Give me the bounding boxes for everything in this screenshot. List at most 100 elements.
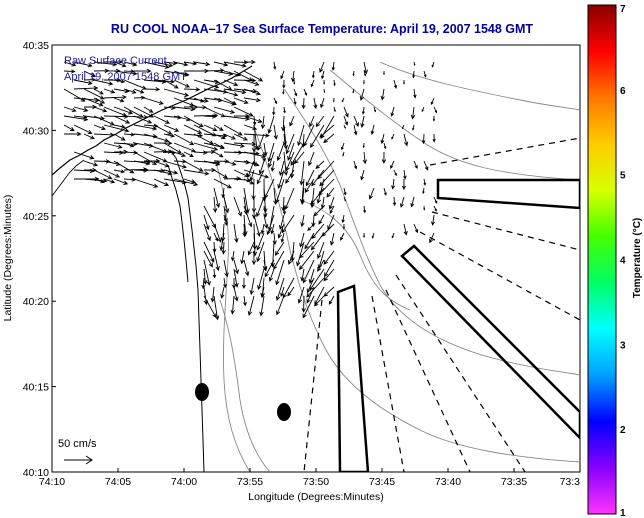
current-arrow xyxy=(313,295,325,307)
current-arrow xyxy=(212,268,217,279)
current-arrow xyxy=(310,187,325,206)
current-arrow xyxy=(210,286,215,303)
current-arrow xyxy=(173,142,197,153)
current-arrow xyxy=(294,151,305,165)
current-arrow xyxy=(83,88,105,100)
current-arrow xyxy=(243,133,270,138)
colorbar-tick-label: 6 xyxy=(620,86,626,97)
current-arrow xyxy=(410,106,416,120)
current-arrow xyxy=(280,286,285,298)
current-arrow xyxy=(251,133,257,153)
current-arrow xyxy=(233,196,242,217)
current-arrow xyxy=(103,142,123,149)
current-arrow xyxy=(332,97,335,103)
current-arrow xyxy=(243,259,250,277)
current-arrow xyxy=(123,88,137,94)
current-arrow xyxy=(173,133,195,145)
x-tick-label: 74:10 xyxy=(39,476,65,488)
current-arrow xyxy=(329,232,335,246)
current-arrow xyxy=(317,160,335,180)
legend-line-1: Raw Surface Current xyxy=(64,55,167,67)
current-arrow xyxy=(183,115,204,128)
current-arrow xyxy=(256,241,265,263)
current-arrow xyxy=(243,295,247,307)
current-arrow xyxy=(93,178,105,184)
current-arrow xyxy=(421,133,426,145)
current-arrow xyxy=(243,205,253,228)
current-arrow xyxy=(113,79,126,84)
chart-title: RU COOL NOAA–17 Sea Surface Temperature:… xyxy=(111,22,534,36)
current-arrow xyxy=(223,160,237,166)
current-arrow xyxy=(352,70,355,77)
current-arrow xyxy=(321,70,325,80)
current-arrow xyxy=(413,61,416,67)
current-arrow xyxy=(123,69,136,74)
current-arrow xyxy=(317,259,325,272)
current-arrow xyxy=(342,151,345,157)
y-tick-label: 40:15 xyxy=(23,382,49,394)
current-arrow xyxy=(319,124,335,138)
current-arrow xyxy=(243,88,261,96)
current-arrow xyxy=(276,142,285,162)
current-arrow xyxy=(402,80,406,85)
current-arrow xyxy=(93,106,108,113)
current-arrow xyxy=(153,140,173,146)
current-arrow xyxy=(213,61,229,67)
current-arrow xyxy=(241,277,246,289)
scale-arrow xyxy=(64,455,93,465)
current-arrow xyxy=(289,115,295,127)
y-tick-label: 40:25 xyxy=(23,211,49,223)
current-arrow xyxy=(153,61,174,68)
current-arrow xyxy=(133,178,159,188)
current-arrow xyxy=(193,79,220,89)
current-arrow xyxy=(323,268,335,282)
current-arrow xyxy=(363,232,366,239)
current-arrow xyxy=(243,70,264,82)
current-arrow xyxy=(392,196,397,207)
current-arrow xyxy=(193,61,211,67)
current-arrow xyxy=(203,214,210,231)
current-arrow xyxy=(320,97,325,109)
current-arrow xyxy=(306,286,315,304)
current-arrow xyxy=(113,133,126,141)
current-arrow xyxy=(257,268,265,291)
current-arrow xyxy=(113,115,131,124)
current-arrow xyxy=(73,124,93,135)
current-arrow xyxy=(281,214,295,234)
current-arrow xyxy=(309,115,315,128)
x-axis-label: Longitude (Degrees:Minutes) xyxy=(248,491,383,503)
current-arrow xyxy=(308,268,315,284)
current-arrow xyxy=(353,124,358,136)
current-arrow xyxy=(319,61,325,73)
current-arrow xyxy=(163,160,187,169)
current-arrow xyxy=(272,232,277,246)
current-arrow xyxy=(410,196,415,208)
current-arrow xyxy=(273,187,278,206)
current-arrow xyxy=(63,69,76,74)
current-arrow xyxy=(183,151,194,157)
current-arrow xyxy=(403,133,409,147)
current-arrow xyxy=(276,295,285,316)
current-arrow xyxy=(360,115,365,128)
x-tick-label: 73:35 xyxy=(501,476,527,488)
current-arrow xyxy=(380,88,385,101)
x-tick-label: 73:40 xyxy=(435,476,461,488)
current-arrow xyxy=(343,115,349,126)
current-arrow xyxy=(282,88,285,95)
current-arrow xyxy=(283,124,289,150)
current-arrow xyxy=(353,160,358,170)
site-marker xyxy=(277,403,291,421)
current-arrow xyxy=(173,70,189,77)
current-arrow xyxy=(93,124,107,131)
current-arrow xyxy=(221,187,226,199)
current-arrow xyxy=(304,178,315,194)
current-arrow xyxy=(278,160,285,177)
bay-shore xyxy=(52,159,85,197)
current-arrow xyxy=(310,79,315,88)
current-arrow xyxy=(306,277,315,294)
current-arrow xyxy=(103,77,122,83)
current-arrow xyxy=(362,79,365,85)
current-arrow xyxy=(113,106,134,115)
current-arrow xyxy=(390,106,395,117)
